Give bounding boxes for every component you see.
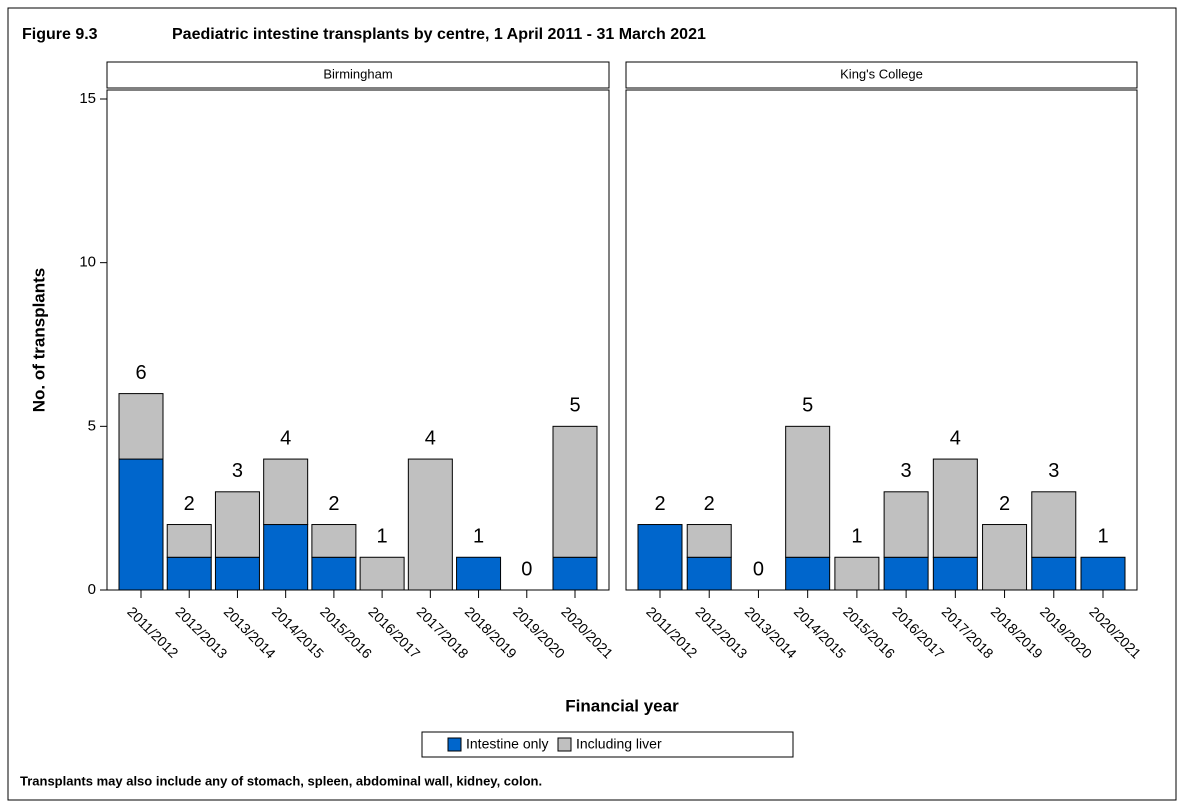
bar-segment bbox=[166, 556, 212, 591]
bar-segment bbox=[785, 556, 831, 591]
total-label: 1 bbox=[851, 526, 862, 548]
x-axis-title: Financial year bbox=[565, 696, 679, 715]
total-label: 2 bbox=[999, 493, 1010, 515]
total-label: 2 bbox=[704, 493, 715, 515]
total-label: 3 bbox=[232, 460, 243, 482]
bar-segment bbox=[1080, 556, 1126, 591]
total-label: 0 bbox=[521, 558, 532, 580]
total-label: 4 bbox=[950, 427, 961, 449]
legend-swatch bbox=[557, 737, 572, 752]
y-tick-label: 10 bbox=[79, 254, 96, 271]
legend-label: Including liver bbox=[576, 736, 662, 752]
bar-segment bbox=[883, 491, 929, 558]
panel-header bbox=[106, 61, 610, 89]
panel-title: King's College bbox=[840, 66, 923, 81]
total-label: 4 bbox=[280, 427, 291, 449]
total-label: 0 bbox=[753, 558, 764, 580]
bar-segment bbox=[982, 524, 1028, 591]
figure-label: Figure 9.3 bbox=[22, 26, 98, 43]
y-tick-label: 15 bbox=[79, 90, 96, 107]
footnote: Transplants may also include any of stom… bbox=[20, 773, 542, 788]
bar-segment bbox=[214, 491, 260, 558]
total-label: 6 bbox=[135, 362, 146, 384]
panel-header bbox=[625, 61, 1138, 89]
bar-segment bbox=[552, 556, 598, 591]
legend bbox=[421, 731, 794, 758]
y-axis-title: No. of transplants bbox=[29, 268, 48, 413]
bar-segment bbox=[552, 425, 598, 558]
bar-segment bbox=[637, 524, 683, 591]
bar-segment bbox=[263, 458, 309, 526]
bar-segment bbox=[834, 556, 880, 591]
bar-segment bbox=[785, 425, 831, 558]
bar-segment bbox=[118, 458, 164, 591]
total-label: 2 bbox=[328, 493, 339, 515]
y-tick-label: 0 bbox=[88, 581, 96, 598]
bar-segment bbox=[932, 556, 978, 591]
bar-segment bbox=[1031, 556, 1077, 591]
bar-segment bbox=[359, 556, 405, 591]
total-label: 1 bbox=[473, 526, 484, 548]
panel-title: Birmingham bbox=[323, 66, 392, 81]
legend-swatch bbox=[447, 737, 462, 752]
figure-title: Paediatric intestine transplants by cent… bbox=[172, 26, 706, 43]
total-label: 4 bbox=[425, 427, 436, 449]
bar-segment bbox=[456, 556, 502, 591]
total-label: 2 bbox=[654, 493, 665, 515]
bar-segment bbox=[883, 556, 929, 591]
total-label: 5 bbox=[802, 395, 813, 417]
bar-segment bbox=[166, 524, 212, 558]
bar-segment bbox=[686, 524, 732, 558]
bar-segment bbox=[263, 524, 309, 591]
total-label: 3 bbox=[901, 460, 912, 482]
total-label: 5 bbox=[569, 395, 580, 417]
bar-segment bbox=[311, 524, 357, 558]
bar-segment bbox=[311, 556, 357, 591]
bar-segment bbox=[932, 458, 978, 558]
bar-segment bbox=[1031, 491, 1077, 558]
bar-segment bbox=[686, 556, 732, 591]
total-label: 3 bbox=[1048, 460, 1059, 482]
total-label: 1 bbox=[377, 526, 388, 548]
total-label: 1 bbox=[1097, 526, 1108, 548]
bar-segment bbox=[118, 393, 164, 460]
y-tick-label: 5 bbox=[88, 417, 96, 434]
total-label: 2 bbox=[184, 493, 195, 515]
legend-label: Intestine only bbox=[466, 736, 549, 752]
plot-area bbox=[106, 89, 610, 591]
bar-segment bbox=[407, 458, 453, 591]
bar-segment bbox=[214, 556, 260, 591]
